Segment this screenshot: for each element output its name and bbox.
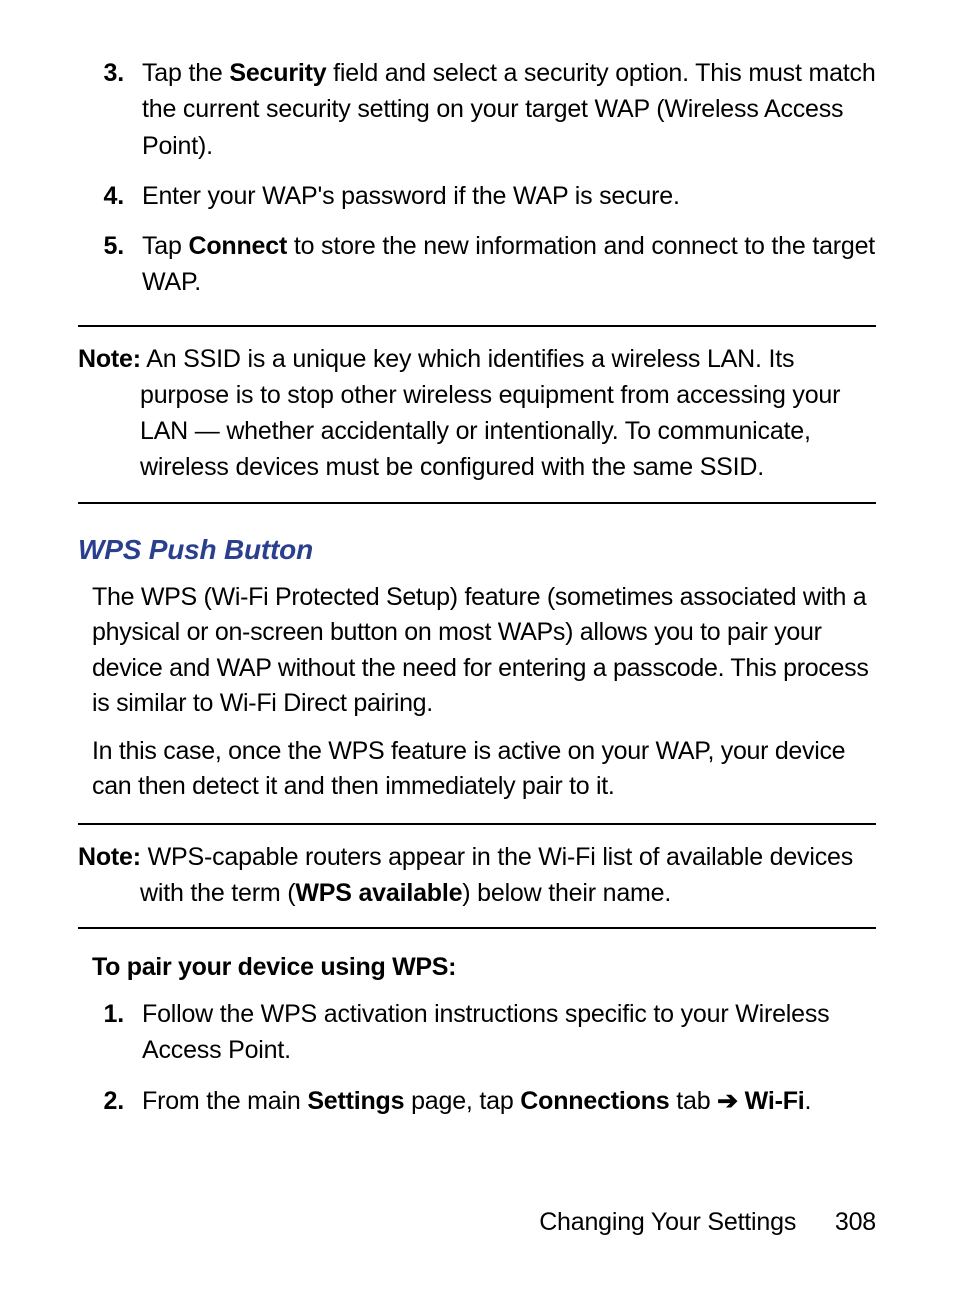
step-text: Follow the WPS activation instructions s… — [142, 996, 876, 1069]
subsection-heading: To pair your device using WPS: — [78, 953, 876, 982]
body-paragraph-2: In this case, once the WPS feature is ac… — [78, 734, 876, 805]
step-item: 1. Follow the WPS activation instruction… — [78, 996, 876, 1069]
section-heading: WPS Push Button — [78, 534, 876, 566]
note-text: Note: An SSID is a unique key which iden… — [78, 341, 876, 486]
manual-page: 3. Tap the Security field and select a s… — [0, 0, 954, 1295]
step-text: From the main Settings page, tap Connect… — [142, 1083, 876, 1119]
steps-list-1: 3. Tap the Security field and select a s… — [78, 55, 876, 301]
body-paragraph-1: The WPS (Wi-Fi Protected Setup) feature … — [78, 580, 876, 722]
step-item: 4. Enter your WAP's password if the WAP … — [78, 178, 876, 214]
step-item: 3. Tap the Security field and select a s… — [78, 55, 876, 164]
footer-page-number: 308 — [835, 1208, 876, 1237]
step-text: Enter your WAP's password if the WAP is … — [142, 178, 876, 214]
step-number: 3. — [78, 55, 124, 164]
note-text: Note: WPS-capable routers appear in the … — [78, 839, 876, 912]
page-footer: Changing Your Settings 308 — [539, 1208, 876, 1237]
step-item: 5. Tap Connect to store the new informat… — [78, 228, 876, 301]
step-number: 5. — [78, 228, 124, 301]
note-block-2: Note: WPS-capable routers appear in the … — [78, 823, 876, 930]
step-number: 2. — [78, 1083, 124, 1119]
step-number: 4. — [78, 178, 124, 214]
arrow-icon: ➔ — [717, 1087, 738, 1115]
note-block-1: Note: An SSID is a unique key which iden… — [78, 325, 876, 504]
step-text: Tap Connect to store the new information… — [142, 228, 876, 301]
footer-section: Changing Your Settings — [539, 1208, 796, 1236]
step-number: 1. — [78, 996, 124, 1069]
step-item: 2. From the main Settings page, tap Conn… — [78, 1083, 876, 1119]
steps-list-2: 1. Follow the WPS activation instruction… — [78, 996, 876, 1119]
step-text: Tap the Security field and select a secu… — [142, 55, 876, 164]
